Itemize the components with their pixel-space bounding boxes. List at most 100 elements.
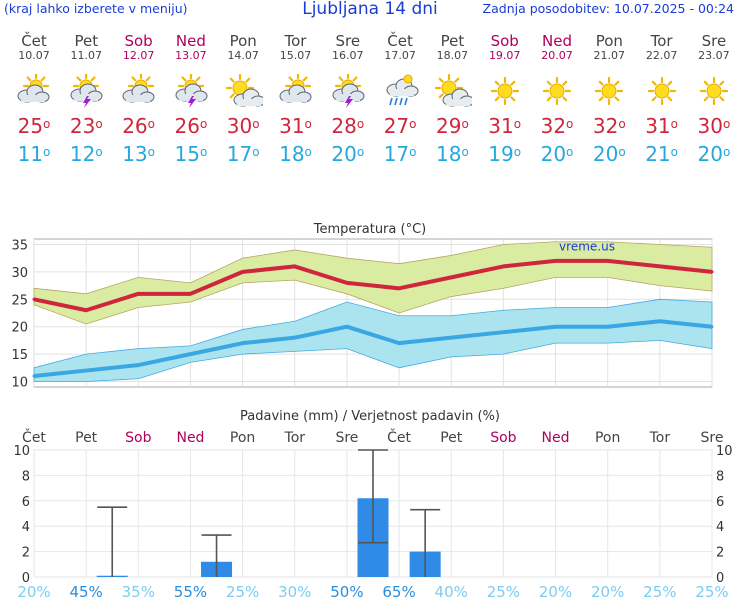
weather-icon-wrap [426, 73, 478, 108]
precipitation-chart: Padavine (mm) / Verjetnost padavin (%) Če… [13, 409, 732, 600]
x-tick-label: Čet [22, 428, 46, 446]
day-column: Pet 18.07 29o 18o [426, 33, 478, 166]
temp-min-value: 20 [592, 142, 619, 166]
day-date: 10.07 [18, 49, 50, 62]
degree-symbol: o [252, 117, 260, 131]
region-hint[interactable]: (kraj lahko izberete v meniju) [4, 1, 188, 16]
day-column: Pon 14.07 30o 17o [217, 33, 269, 166]
page-title: Ljubljana 14 dni [302, 0, 438, 19]
temp-max-value: 32 [540, 114, 567, 138]
day-date: 12.07 [122, 49, 155, 62]
series-max-point [397, 286, 401, 290]
temp-min-value: 12 [69, 142, 96, 166]
series-max-point [710, 270, 714, 274]
temp-max: 31o [270, 114, 322, 138]
day-date: 15.07 [279, 49, 312, 62]
temp-min: 21o [636, 142, 688, 166]
day-name: Ned [175, 32, 206, 50]
temp-min: 11o [8, 142, 60, 166]
degree-symbol: o [199, 145, 208, 159]
degree-symbol: o [304, 145, 312, 159]
weather-icon-wrap [113, 72, 165, 108]
weather-icon-wrap [217, 73, 269, 108]
degree-symbol: o [356, 117, 365, 131]
weather-icon-wrap [479, 74, 531, 108]
degree-symbol: o [304, 117, 312, 131]
rain-cloud-icon [386, 74, 419, 106]
temp-min-value: 17 [226, 142, 253, 166]
sun-storm-icon [175, 72, 208, 108]
precip-probability: 65% [382, 583, 415, 600]
precip-probability: 40% [435, 583, 468, 600]
degree-symbol: o [670, 117, 678, 131]
series-max-point [241, 270, 245, 274]
temp-max: 32o [583, 114, 635, 138]
day-name: Čet [21, 32, 47, 50]
day-date: 13.07 [175, 49, 207, 62]
series-max-point [658, 264, 662, 268]
day-date: 18.07 [436, 49, 469, 62]
day-column: Sre 23.07 30o 20o [688, 33, 740, 166]
temp-min-value: 18 [435, 142, 462, 166]
temp-min-value: 20 [540, 142, 567, 166]
series-min-point [710, 325, 714, 329]
y-tick-label-right: 0 [716, 571, 724, 586]
y-tick-label: 10 [11, 376, 28, 391]
y-tick-label-right: 2 [716, 546, 724, 561]
y-tick-label-left: 0 [22, 571, 30, 586]
temp-min: 19o [479, 142, 531, 166]
temp-max-value: 28 [331, 114, 357, 138]
weather-icon-wrap [60, 72, 112, 108]
x-tick-label: Pon [230, 430, 255, 446]
series-min-point [293, 336, 297, 340]
chart-title: Temperatura (°C) [313, 222, 426, 237]
temp-min-value: 20 [697, 142, 723, 166]
series-min-point [501, 330, 505, 334]
temp-max-value: 27 [383, 114, 410, 138]
day-column: Pon 21.07 32o 20o [583, 33, 635, 166]
x-tick-label: Čet [387, 428, 411, 446]
sunny-cloud-icon [435, 73, 475, 107]
weather-icon-wrap [322, 72, 374, 108]
series-min-point [397, 341, 401, 345]
temp-max: 28o [322, 114, 374, 138]
day-name: Pet [440, 32, 465, 50]
precip-probability: 20% [539, 583, 572, 600]
weather-icon-wrap [531, 74, 583, 108]
x-tick-label: Sre [335, 430, 358, 446]
series-min-point [136, 363, 140, 367]
temp-min: 20o [322, 142, 374, 166]
day-name: Sre [701, 32, 727, 50]
sun-icon [490, 76, 519, 106]
precip-probability: 25% [487, 583, 520, 600]
series-max-point [136, 292, 140, 296]
day-date: 11.07 [70, 49, 103, 62]
temp-max-value: 31 [645, 114, 671, 138]
temp-min-value: 21 [645, 142, 671, 166]
series-max-point [84, 308, 88, 312]
temp-min: 15o [165, 142, 217, 166]
day-name: Pet [74, 32, 99, 50]
x-tick-label: Tor [649, 430, 671, 446]
y-tick-label-left: 6 [22, 495, 30, 510]
temp-max: 26o [113, 114, 165, 138]
temp-max-value: 25 [17, 114, 44, 138]
day-name: Pon [595, 32, 623, 50]
day-column: Čet 10.07 25o 11o [8, 33, 60, 166]
sun-icon [542, 76, 572, 106]
temp-max-value: 30 [226, 114, 253, 138]
day-column: Sre 16.07 28o 20o [322, 33, 374, 166]
sun-icon [647, 76, 676, 106]
temp-max: 31o [479, 114, 531, 138]
temp-max-value: 30 [697, 114, 723, 138]
temp-min-value: 11 [17, 142, 44, 166]
temp-max: 31o [636, 114, 688, 138]
y-tick-label: 30 [11, 266, 28, 281]
temp-max-value: 26 [174, 114, 200, 138]
precip-probability: 35% [122, 583, 155, 600]
series-max-point [501, 264, 505, 268]
temperature-chart: Temperatura (°C) 10 15 20 25 30 35 vreme.us [11, 222, 714, 391]
x-tick-label: Pon [595, 430, 620, 446]
weather-icon-wrap [583, 74, 635, 108]
degree-symbol: o [461, 117, 469, 131]
